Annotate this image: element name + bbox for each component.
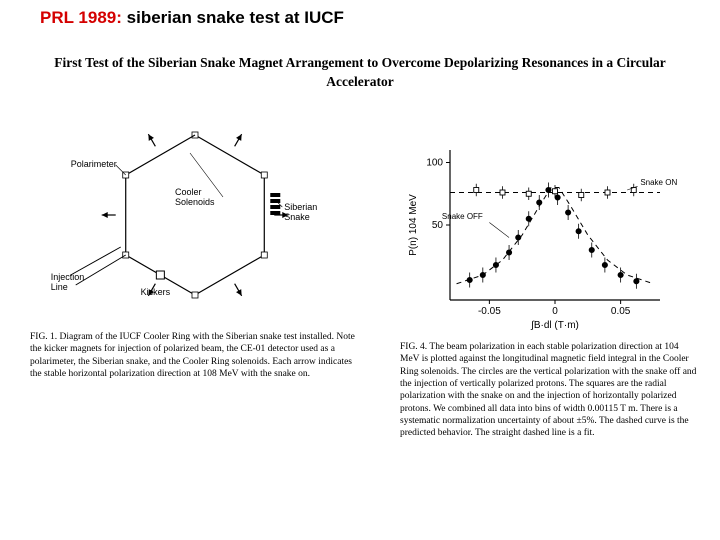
svg-text:Polarimeter: Polarimeter (71, 159, 117, 169)
svg-text:Injection: Injection (51, 272, 85, 282)
fig1-caption: FIG. 1. Diagram of the IUCF Cooler Ring … (30, 331, 360, 380)
fig1-diagram: Polarimeter CoolerSolenoids SiberianSnake K… (30, 120, 360, 320)
svg-text:Siberian: Siberian (284, 202, 317, 212)
svg-text:0: 0 (552, 306, 558, 317)
svg-text:0.05: 0.05 (611, 306, 631, 317)
title-suffix: siberian snake test at IUCF (127, 8, 344, 27)
paper-title: First Test of the Siberian Snake Magnet … (30, 54, 690, 92)
slide-title: PRL 1989: siberian snake test at IUCF (40, 8, 344, 28)
figure-1: Polarimeter CoolerSolenoids SiberianSnake K… (30, 120, 360, 380)
svg-text:-0.05: -0.05 (478, 306, 501, 317)
svg-text:50: 50 (432, 220, 444, 231)
svg-text:100: 100 (426, 158, 443, 169)
title-prefix: PRL 1989: (40, 8, 122, 27)
figure-4: 50 100 -0.05 0 0.05 ∫B·dl (T·m) P(n) 104 MeV Sn… (400, 140, 700, 440)
svg-text:Solenoids: Solenoids (175, 197, 215, 207)
svg-text:Kickers: Kickers (141, 287, 171, 297)
svg-text:Snake OFF: Snake OFF (442, 212, 483, 221)
svg-text:Snake ON: Snake ON (640, 178, 677, 187)
svg-text:∫B·dl (T·m): ∫B·dl (T·m) (530, 320, 579, 330)
fig4-chart: 50 100 -0.05 0 0.05 ∫B·dl (T·m) P(n) 104 MeV Sn… (400, 140, 690, 330)
svg-text:Cooler: Cooler (175, 187, 202, 197)
svg-text:Line: Line (51, 282, 68, 292)
svg-text:P(n) 104 MeV: P(n) 104 MeV (408, 194, 419, 256)
svg-text:Snake: Snake (284, 212, 310, 222)
fig4-caption: FIG. 4. The beam polarization in each st… (400, 341, 700, 440)
